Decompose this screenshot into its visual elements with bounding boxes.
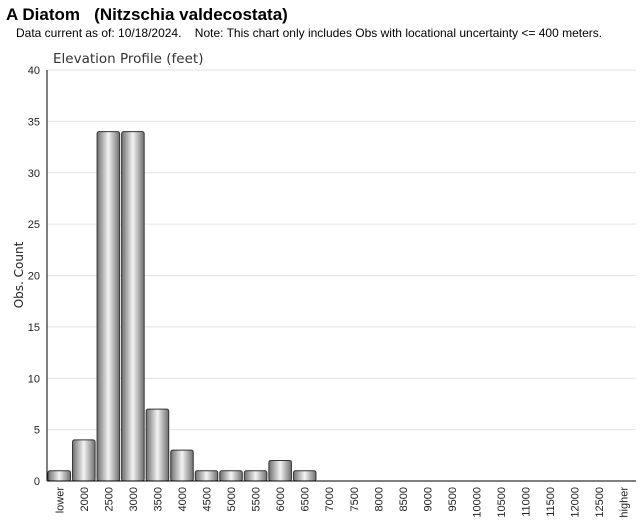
bar-2000 — [72, 439, 96, 482]
x-tick-label: higher — [619, 487, 631, 518]
x-tick-label: 5500 — [251, 487, 263, 511]
bar-3500 — [145, 408, 170, 482]
bar-5000 — [219, 470, 243, 482]
x-tick-label: 12000 — [570, 487, 582, 518]
x-tick-label: 2500 — [103, 487, 115, 511]
x-tick-label: 3000 — [128, 487, 140, 511]
x-tick-label: 5000 — [226, 487, 238, 511]
y-tick-label: 5 — [34, 425, 40, 437]
bar-6500 — [292, 470, 317, 482]
x-tick-label: 9000 — [422, 487, 434, 511]
bar-3000 — [121, 131, 145, 482]
bar-4500 — [194, 470, 219, 482]
x-tick-label: 11000 — [521, 487, 533, 517]
y-axis-label: Obs. Count — [12, 241, 26, 308]
x-tick-label: 7500 — [349, 487, 361, 511]
y-tick-label: 35 — [28, 116, 40, 128]
data-note: Data current as of: 10/18/2024. Note: Th… — [16, 26, 603, 40]
y-tick-label: 20 — [28, 271, 40, 283]
x-tick-label: 10500 — [496, 487, 508, 518]
bar-2500 — [96, 131, 121, 482]
y-tick-label: 25 — [28, 219, 40, 231]
x-tick-label: lower — [54, 487, 66, 514]
page-title: A Diatom (Nitzschia valdecostata) — [6, 5, 288, 24]
x-tick-label: 3500 — [152, 487, 164, 511]
axes: 0 5 10 15 20 25 30 35 40 lower 2000 2500 3000 3500 400… — [28, 65, 636, 518]
y-tick-label: 40 — [28, 65, 40, 77]
y-tick-label: 10 — [28, 373, 40, 385]
y-tick-label: 15 — [28, 322, 40, 334]
bar-6000 — [268, 459, 292, 482]
x-tick-label: 6000 — [275, 487, 287, 511]
x-tick-label: 6500 — [300, 487, 312, 511]
x-tick-label: 4500 — [202, 487, 214, 511]
x-tick-label: 9500 — [447, 487, 459, 511]
x-tick-label: 10000 — [471, 487, 483, 518]
x-tick-label: 7000 — [324, 487, 336, 511]
bar-4000 — [170, 449, 194, 482]
x-tick-label: 8000 — [373, 487, 385, 511]
x-tick-label: 12500 — [594, 487, 606, 518]
gridlines — [47, 69, 636, 431]
y-tick-label: 0 — [34, 476, 40, 488]
x-tick-label: 2000 — [79, 487, 91, 511]
x-tick-label: 4000 — [177, 487, 189, 511]
bar-lower — [47, 470, 72, 482]
x-tick-label: 8500 — [398, 487, 410, 511]
chart-title: Elevation Profile (feet) — [53, 51, 203, 67]
y-tick-label: 30 — [28, 168, 40, 180]
bar-5500 — [243, 470, 268, 482]
x-tick-label: 11500 — [545, 487, 557, 517]
bars — [47, 131, 317, 482]
